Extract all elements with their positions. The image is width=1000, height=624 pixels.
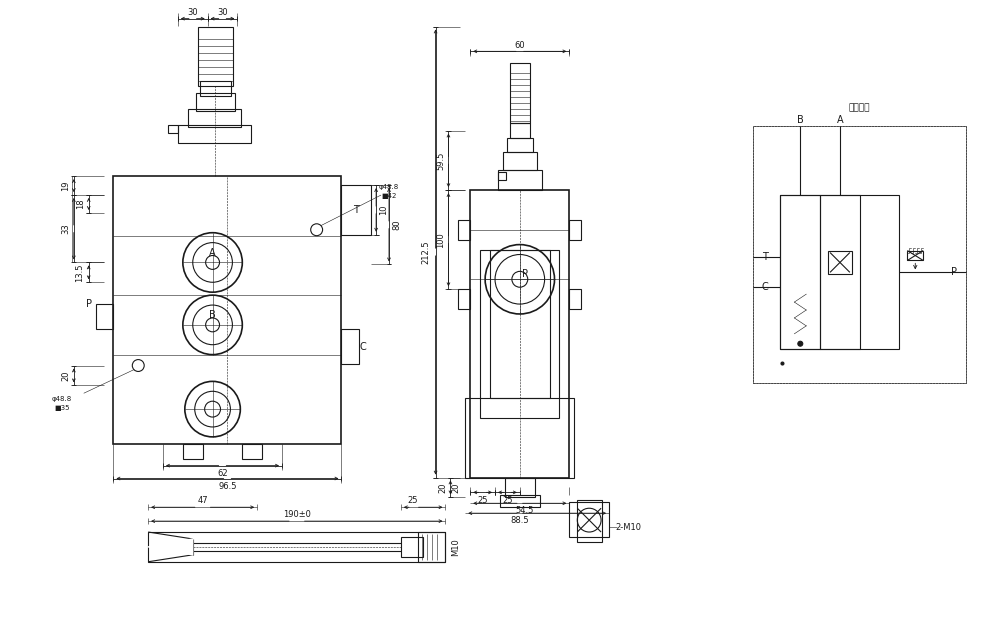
- Bar: [510, 63, 530, 123]
- Text: C: C: [360, 342, 367, 352]
- Text: 190±0: 190±0: [283, 510, 311, 519]
- Text: 18: 18: [76, 198, 85, 209]
- Text: P: P: [86, 299, 92, 309]
- Text: 20: 20: [61, 370, 70, 381]
- Bar: [200, 81, 231, 96]
- Text: P: P: [522, 270, 528, 280]
- Text: 100: 100: [436, 232, 445, 248]
- Text: 80: 80: [392, 220, 401, 230]
- Bar: [480, 250, 559, 418]
- Text: 33: 33: [61, 223, 70, 234]
- Bar: [490, 250, 550, 398]
- Text: 25: 25: [477, 496, 488, 505]
- Bar: [753, 125, 966, 383]
- Bar: [148, 532, 445, 562]
- Bar: [458, 289, 470, 309]
- Text: 2-M10: 2-M10: [616, 522, 642, 532]
- Text: T: T: [353, 205, 359, 215]
- Bar: [470, 190, 569, 477]
- Text: T: T: [762, 253, 768, 263]
- Text: 25: 25: [408, 496, 418, 505]
- Text: B: B: [209, 310, 216, 320]
- Text: 60: 60: [515, 41, 525, 50]
- Bar: [753, 125, 966, 383]
- Bar: [196, 93, 235, 111]
- Bar: [498, 170, 542, 190]
- Text: 20: 20: [438, 482, 447, 493]
- Bar: [828, 251, 852, 275]
- Bar: [465, 398, 574, 477]
- Bar: [780, 195, 899, 349]
- Bar: [500, 495, 540, 507]
- Text: 30: 30: [217, 8, 228, 17]
- Text: 59.5: 59.5: [436, 151, 445, 170]
- Text: 88.5: 88.5: [511, 515, 529, 525]
- Circle shape: [798, 341, 803, 346]
- Text: C: C: [761, 282, 768, 292]
- Bar: [183, 444, 203, 459]
- Bar: [188, 109, 241, 127]
- Text: ■35: ■35: [54, 405, 70, 411]
- Bar: [341, 329, 359, 364]
- Bar: [96, 304, 113, 329]
- Text: B: B: [797, 115, 804, 125]
- Text: 96.5: 96.5: [218, 482, 237, 491]
- Text: A: A: [837, 115, 843, 125]
- Bar: [505, 477, 535, 497]
- Text: 212.5: 212.5: [421, 240, 430, 264]
- Bar: [418, 532, 445, 562]
- Circle shape: [781, 362, 784, 365]
- Bar: [242, 444, 262, 459]
- Text: 30: 30: [187, 8, 198, 17]
- Bar: [577, 500, 602, 542]
- Bar: [569, 289, 581, 309]
- Text: φ48.8: φ48.8: [379, 184, 399, 190]
- Bar: [401, 537, 423, 557]
- Bar: [168, 125, 178, 133]
- Bar: [507, 137, 533, 152]
- Bar: [113, 176, 341, 444]
- Text: 19: 19: [61, 180, 70, 191]
- Text: A: A: [209, 248, 216, 258]
- Bar: [498, 172, 506, 180]
- Bar: [503, 152, 537, 170]
- Text: ■42: ■42: [381, 193, 397, 199]
- Text: 54.5: 54.5: [516, 505, 534, 515]
- Polygon shape: [148, 539, 193, 555]
- Text: 13.5: 13.5: [75, 263, 84, 281]
- Bar: [820, 195, 860, 349]
- Text: φ48.8: φ48.8: [52, 396, 72, 402]
- Bar: [569, 502, 609, 537]
- Text: P: P: [951, 267, 957, 277]
- Bar: [510, 123, 530, 137]
- Bar: [178, 125, 251, 142]
- Bar: [569, 220, 581, 240]
- Text: 10: 10: [380, 205, 389, 215]
- Bar: [458, 220, 470, 240]
- Bar: [780, 195, 820, 349]
- Text: M10: M10: [451, 538, 460, 556]
- Text: 20: 20: [451, 482, 460, 493]
- Text: 62: 62: [217, 469, 228, 478]
- Bar: [341, 185, 371, 235]
- Bar: [198, 27, 233, 86]
- Text: 47: 47: [197, 496, 208, 505]
- Text: 液压图例: 液压图例: [848, 104, 870, 112]
- Bar: [907, 251, 923, 260]
- Text: 25: 25: [502, 496, 513, 505]
